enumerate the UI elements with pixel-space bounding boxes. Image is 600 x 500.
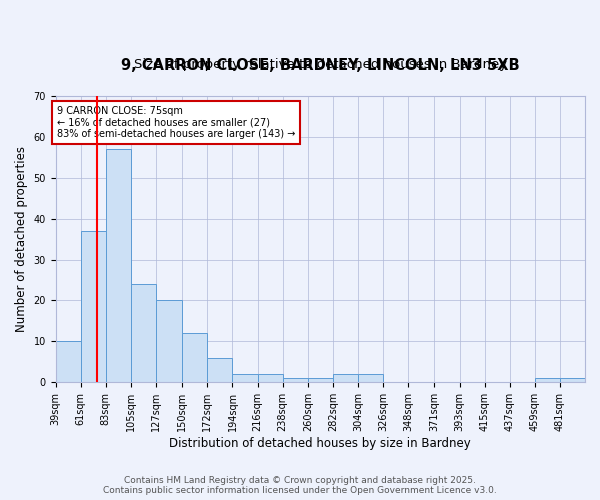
Y-axis label: Number of detached properties: Number of detached properties [15, 146, 28, 332]
Text: Contains HM Land Registry data © Crown copyright and database right 2025.
Contai: Contains HM Land Registry data © Crown c… [103, 476, 497, 495]
Bar [308, 378, 333, 382]
Bar [283, 378, 308, 382]
Bar [560, 378, 585, 382]
Bar [156, 300, 182, 382]
Text: 9, CARRON CLOSE, BARDNEY, LINCOLN, LN3 5XB: 9, CARRON CLOSE, BARDNEY, LINCOLN, LN3 5… [121, 58, 520, 73]
X-axis label: Distribution of detached houses by size in Bardney: Distribution of detached houses by size … [169, 437, 471, 450]
Bar [182, 333, 208, 382]
Bar [131, 284, 156, 382]
Bar [333, 374, 358, 382]
Bar [535, 378, 560, 382]
Bar [56, 342, 81, 382]
Bar [358, 374, 383, 382]
Title: Size of property relative to detached houses in Bardney: Size of property relative to detached ho… [134, 58, 507, 71]
Bar [81, 231, 106, 382]
Bar [106, 149, 131, 382]
Bar [257, 374, 283, 382]
Bar [232, 374, 257, 382]
Text: 9 CARRON CLOSE: 75sqm
← 16% of detached houses are smaller (27)
83% of semi-deta: 9 CARRON CLOSE: 75sqm ← 16% of detached … [57, 106, 295, 139]
Bar [208, 358, 232, 382]
